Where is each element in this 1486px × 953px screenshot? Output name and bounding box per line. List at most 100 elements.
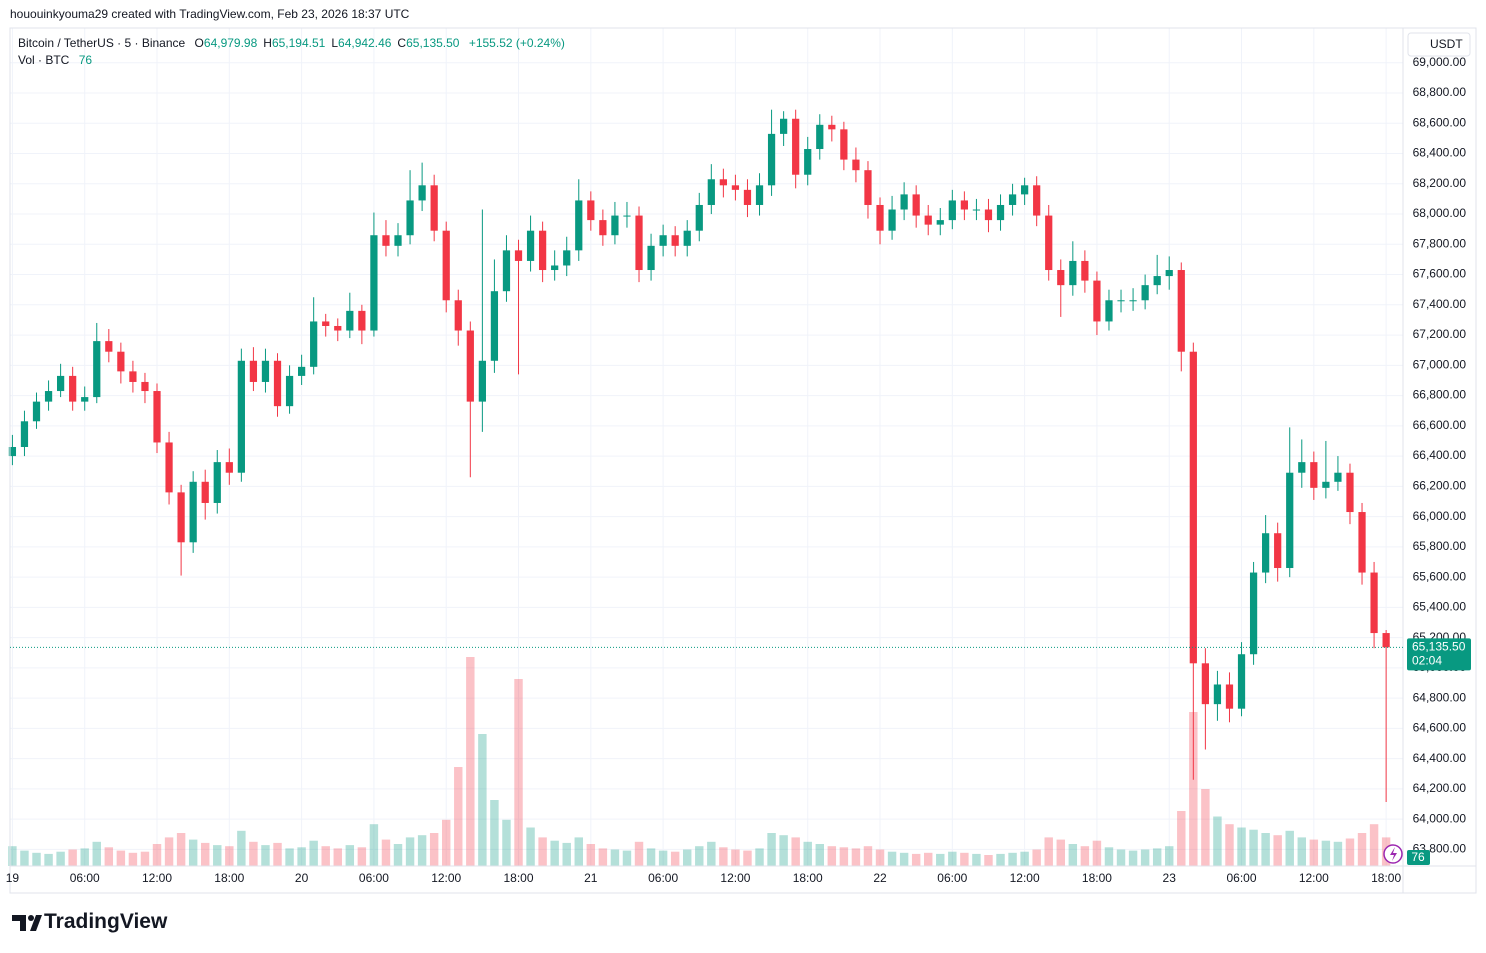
y-tick-label: 66,200.00 (1413, 479, 1467, 493)
candle-body (1105, 300, 1113, 322)
volume-bar (225, 846, 234, 866)
x-tick-label: 12:00 (1010, 871, 1040, 885)
candle-body (828, 124, 836, 130)
candle-body (478, 360, 486, 402)
plot (8, 109, 1391, 866)
volume-bar (1128, 850, 1138, 866)
candle-body (900, 194, 908, 210)
volume-bar (441, 819, 451, 866)
ohlc-key: C (397, 36, 407, 50)
x-tick-label: 06:00 (359, 871, 389, 885)
candle-body (936, 220, 944, 225)
volume-bar (429, 833, 439, 866)
candle-body (261, 360, 270, 382)
volume-bar (20, 850, 29, 866)
volume-bar (1189, 712, 1198, 866)
candle-body (1081, 260, 1089, 281)
candle-body (792, 118, 800, 175)
volume-bar (1273, 835, 1282, 866)
volume-bar (333, 848, 342, 866)
candle-body (177, 492, 185, 543)
volume-bar (369, 824, 379, 866)
candle-body (346, 310, 354, 331)
candle-body (683, 230, 691, 246)
candle-body (551, 265, 559, 271)
volume-bar (152, 844, 162, 866)
candle-body (382, 235, 390, 246)
x-tick-label: 18:00 (504, 871, 534, 885)
volume-bar (1152, 848, 1162, 866)
volume-bar (948, 851, 957, 866)
candle-body (310, 321, 318, 367)
volume-bar (466, 657, 475, 866)
logo (12, 915, 42, 931)
logo-mark (30, 915, 42, 931)
candle-body (1298, 462, 1306, 473)
candle-body (960, 200, 968, 210)
candle-body (1177, 270, 1185, 352)
candle-body (731, 185, 740, 190)
volume-bar (1285, 830, 1294, 866)
y-tick-label: 64,800.00 (1413, 690, 1467, 704)
x-tick-label: 12:00 (431, 871, 461, 885)
legend-row: Vol · BTC 76 (18, 52, 565, 69)
candle-body (394, 235, 402, 246)
candle-body (32, 401, 41, 422)
currency-button[interactable] (1407, 32, 1471, 57)
ohlc-value: 64,979.98 (203, 36, 258, 50)
volume-bar (1020, 851, 1029, 866)
volume-bar (164, 837, 174, 866)
candle-body (780, 118, 788, 134)
candle-body (69, 375, 77, 402)
volume-bar (478, 734, 487, 866)
volume-bar (345, 845, 355, 866)
candle-body (1093, 280, 1101, 322)
volume-bar (393, 844, 403, 866)
y-tick-label: 69,000.00 (1413, 55, 1467, 69)
volume-bar (646, 848, 656, 866)
candle-body (563, 250, 571, 266)
candle-body (129, 371, 137, 382)
volume-bar (996, 853, 1005, 866)
legend: Bitcoin / TetherUS · 5 · Binance O64,979… (18, 35, 565, 69)
x-tick-label: 18:00 (793, 871, 823, 885)
y-tick-label: 67,000.00 (1413, 357, 1467, 371)
candle-body (1286, 472, 1294, 569)
ohlc-value: 65,194.51 (271, 36, 326, 50)
y-tick-label: 65,600.00 (1413, 569, 1467, 583)
volume-bar (1165, 846, 1174, 866)
candle-body (1021, 185, 1029, 195)
candle-body (1225, 684, 1234, 709)
candle-body (864, 170, 872, 205)
volume-bar (1032, 849, 1041, 866)
volume-bar (683, 849, 692, 866)
volume-bar (526, 827, 535, 866)
candle-body (370, 235, 378, 331)
volume-bar (719, 847, 728, 866)
candle-body (502, 250, 511, 292)
volume-bar (128, 852, 138, 866)
candle-body (141, 381, 149, 392)
candle-body (948, 200, 956, 221)
candle-body (575, 200, 583, 251)
volume-bar (176, 833, 186, 866)
volume-bar (116, 850, 126, 866)
candle-body (996, 204, 1005, 221)
candle-body (611, 215, 619, 236)
volume-bar (1369, 824, 1379, 866)
candle-body (526, 230, 535, 261)
volume-bar (851, 848, 861, 866)
y-tick-label: 67,600.00 (1413, 267, 1467, 281)
candle-body (213, 462, 221, 503)
volume-bar (803, 841, 812, 866)
candle-body (1274, 533, 1282, 569)
candle-body (93, 341, 101, 398)
chart-frame (9, 27, 1477, 894)
volume-bar (1044, 837, 1053, 866)
volume-bar (68, 849, 77, 866)
candle-body (587, 200, 595, 221)
volume-bar (1177, 811, 1186, 866)
x-tick-label: 12:00 (1299, 871, 1329, 885)
y-tick-label: 68,400.00 (1413, 146, 1467, 160)
